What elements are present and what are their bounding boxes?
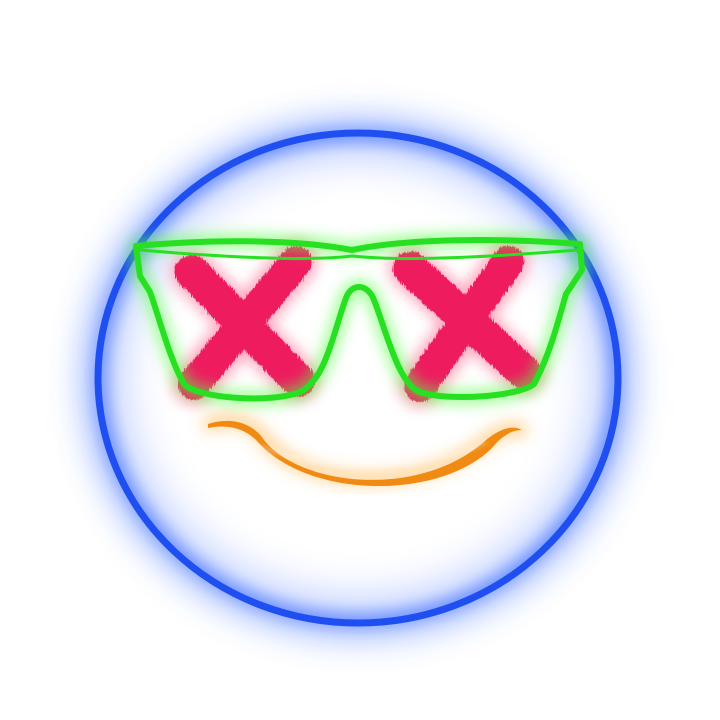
- smile-icon: [202, 412, 528, 487]
- sunglasses-icon: [129, 233, 589, 406]
- x-mark-icon: [171, 241, 545, 407]
